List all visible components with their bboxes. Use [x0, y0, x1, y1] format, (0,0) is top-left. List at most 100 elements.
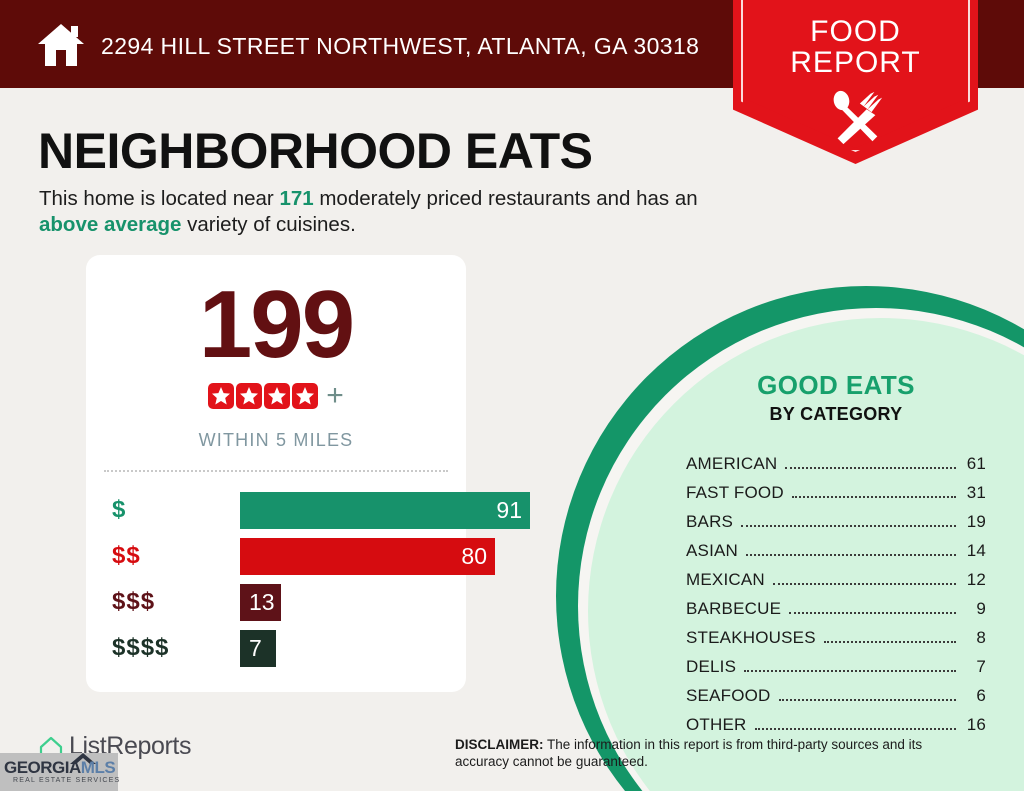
- subtitle-pre: This home is located near: [39, 187, 280, 210]
- price-tier-row: $$$ 13: [86, 579, 466, 625]
- category-count: 19: [966, 512, 986, 531]
- badge-line2: REPORT: [790, 46, 921, 79]
- category-row: AMERICAN 61: [686, 447, 986, 476]
- radius-label: WITHIN 5 MILES: [198, 430, 354, 450]
- subtitle-post: variety of cuisines.: [181, 213, 356, 236]
- dot-leader: [746, 553, 956, 556]
- category-count: 31: [966, 483, 986, 502]
- georgia-mls-logo: GEORGIAMLS REAL ESTATE SERVICES: [0, 753, 121, 791]
- category-row: STEAKHOUSES 8: [686, 621, 986, 650]
- category-row: BARS 19: [686, 505, 986, 534]
- price-tier-bar: 91: [240, 491, 530, 529]
- category-row: ASIAN 14: [686, 534, 986, 563]
- header-address: 2294 HILL STREET NORTHWEST, ATLANTA, GA …: [101, 33, 700, 59]
- page-subtitle: This home is located near 171 moderately…: [39, 186, 719, 238]
- price-tier-label: $$: [112, 542, 141, 569]
- category-name: SEAFOOD: [686, 686, 771, 705]
- category-row: SEAFOOD 6: [686, 679, 986, 708]
- category-name: STEAKHOUSES: [686, 628, 816, 647]
- star-plus-icon: +: [326, 379, 344, 412]
- category-count: 6: [976, 686, 986, 705]
- variety-rating: above average: [39, 213, 182, 236]
- star-icon: [292, 383, 319, 409]
- restaurant-stats-card: 199 + WITHIN 5 MILES $91 $$ 80 $$$ 13 $$$$ 7: [86, 255, 530, 692]
- category-name: MEXICAN: [686, 570, 765, 589]
- price-tier-value: 91: [496, 496, 522, 523]
- page-title: NEIGHBORHOOD EATS: [38, 123, 593, 179]
- dot-leader: [823, 640, 956, 643]
- category-count: 9: [976, 599, 986, 618]
- roof-icon: [70, 753, 96, 764]
- good-eats-panel: GOOD EATS BY CATEGORY AMERICAN 61 FAST FOO…: [686, 370, 986, 737]
- price-tier-bar-track: 7: [240, 629, 276, 667]
- price-tier-row: $$ 80: [86, 533, 495, 579]
- dot-leader: [778, 698, 956, 701]
- price-tier-bar: 7: [240, 629, 276, 667]
- mls-georgia-text: GEORGIA: [4, 758, 81, 777]
- badge-inner-outline: [741, 0, 970, 152]
- disclaimer-text: The information in this report is from t…: [455, 737, 923, 769]
- star-icon: [208, 383, 235, 409]
- category-count: 61: [966, 454, 986, 473]
- category-count: 8: [976, 628, 986, 647]
- price-tier-value: 7: [249, 634, 262, 661]
- dot-leader: [741, 524, 956, 527]
- spoon-fork-icon: [833, 90, 883, 145]
- category-count: 7: [976, 657, 986, 676]
- dot-leader: [754, 727, 956, 730]
- price-tier-row: $$$$ 7: [86, 625, 466, 671]
- dot-leader: [789, 611, 956, 614]
- price-tier-label: $$$: [112, 588, 156, 615]
- mls-mls-text: MLS: [80, 758, 116, 777]
- mls-tagline: REAL ESTATE SERVICES: [13, 777, 121, 784]
- category-name: FAST FOOD: [686, 483, 784, 502]
- disclaimer-label: DISCLAIMER:: [455, 737, 544, 752]
- total-restaurants: 199: [198, 271, 355, 378]
- price-tier-value: 13: [249, 588, 275, 615]
- dot-leader: [785, 466, 956, 469]
- category-name: BARS: [686, 512, 734, 531]
- card-divider: [104, 470, 448, 472]
- georgia-mls-wordmark: GEORGIAMLS: [4, 758, 116, 778]
- category-row: DELIS 7: [686, 650, 986, 679]
- subtitle-mid: moderately priced restaurants and has an: [313, 187, 698, 210]
- category-name: ASIAN: [686, 541, 739, 560]
- category-name: AMERICAN: [686, 454, 778, 473]
- restaurant-count: 171: [279, 187, 314, 210]
- dot-leader: [744, 669, 956, 672]
- badge-text: FOOD REPORT: [733, 16, 978, 78]
- price-tier-value: 80: [461, 542, 487, 569]
- category-row: MEXICAN 12: [686, 563, 986, 592]
- food-report-badge: FOOD REPORT: [733, 0, 978, 164]
- price-tier-bar-track: 13: [240, 583, 281, 621]
- price-tier-label: $: [112, 496, 127, 523]
- good-eats-subtitle: BY CATEGORY: [769, 404, 903, 424]
- home-icon: [38, 24, 84, 66]
- category-name: OTHER: [686, 715, 747, 734]
- category-row: FAST FOOD 31: [686, 476, 986, 505]
- dot-leader: [772, 582, 956, 585]
- price-tier-bar-track: 80: [240, 537, 495, 575]
- category-row: OTHER 16: [686, 708, 986, 737]
- price-tier-bar: 80: [240, 537, 495, 575]
- price-tier-bar: 13: [240, 583, 281, 621]
- badge-line1: FOOD: [810, 15, 901, 48]
- category-count: 14: [966, 541, 986, 560]
- category-name: BARBECUE: [686, 599, 782, 618]
- category-row: BARBECUE 9: [686, 592, 986, 621]
- good-eats-title: GOOD EATS: [757, 370, 915, 400]
- dot-leader: [791, 495, 956, 498]
- star-icon: [236, 383, 263, 409]
- price-tier-chart: $91 $$ 80 $$$ 13 $$$$ 7: [86, 487, 530, 671]
- star-icon: [264, 383, 291, 409]
- category-count: 16: [966, 715, 986, 734]
- good-eats-list: AMERICAN 61 FAST FOOD 31 BARS 19 ASIAN 14 MEXICA…: [686, 447, 986, 737]
- category-name: DELIS: [686, 657, 737, 676]
- price-tier-row: $91: [86, 487, 530, 533]
- disclaimer: DISCLAIMER: The information in this repo…: [455, 736, 975, 770]
- category-count: 12: [966, 570, 986, 589]
- star-rating: +: [86, 379, 466, 412]
- price-tier-bar-track: 91: [240, 491, 530, 529]
- price-tier-label: $$$$: [112, 634, 170, 661]
